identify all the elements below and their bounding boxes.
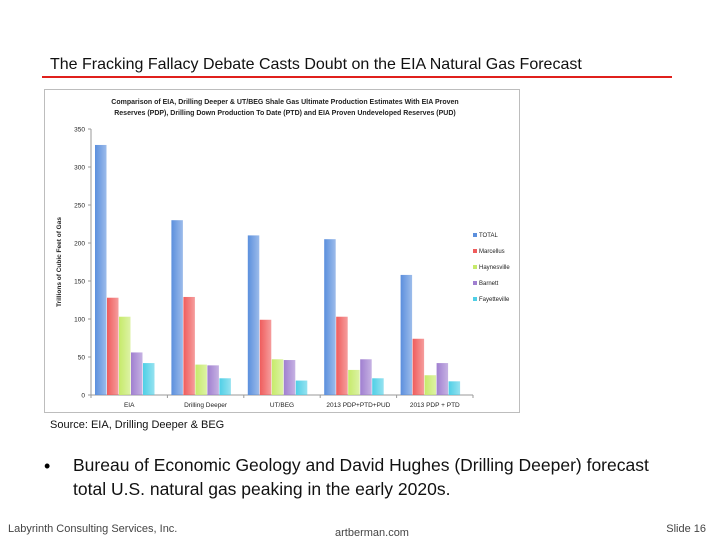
legend-label-marcellus: Marcellus <box>479 249 505 255</box>
bar-haynesville-3 <box>348 369 360 395</box>
legend-label-fayetteville: Fayetteville <box>479 297 510 303</box>
chart-panel: Comparison of EIA, Drilling Deeper & UT/… <box>44 89 520 413</box>
chart-title-line1: Comparison of EIA, Drilling Deeper & UT/… <box>111 99 458 106</box>
legend-label-barnett: Barnett <box>479 281 499 287</box>
bar-total-3 <box>324 239 336 395</box>
bar-marcellus-4 <box>412 338 425 395</box>
y-tick-label: 200 <box>74 241 85 248</box>
legend-swatch-fayetteville <box>473 297 477 301</box>
bar-total-0 <box>95 144 107 395</box>
legend-label-haynesville: Haynesville <box>479 265 510 271</box>
bar-fayetteville-2 <box>295 380 308 395</box>
bar-fayetteville-0 <box>143 363 155 395</box>
slide-title: The Fracking Fallacy Debate Casts Doubt … <box>50 56 582 73</box>
bar-haynesville-2 <box>271 359 284 395</box>
bar-haynesville-1 <box>195 364 207 395</box>
y-tick-label: 100 <box>74 317 85 324</box>
y-tick-label: 50 <box>78 355 86 362</box>
bar-total-1 <box>171 220 183 395</box>
bar-barnett-4 <box>436 363 449 395</box>
y-axis-label: Trillions of Cubic Feet of Gas <box>56 217 63 307</box>
legend-swatch-total <box>473 233 477 237</box>
chart-source: Source: EIA, Drilling Deeper & BEG <box>50 419 225 431</box>
y-tick-label: 250 <box>74 203 85 210</box>
x-tick-label: EIA <box>124 402 135 409</box>
bar-haynesville-0 <box>119 316 131 395</box>
footer-website: artberman.com <box>335 527 409 539</box>
legend-swatch-barnett <box>473 281 477 285</box>
bar-marcellus-3 <box>336 316 348 395</box>
bar-barnett-1 <box>207 365 219 395</box>
y-tick-label: 150 <box>74 279 85 286</box>
y-tick-label: 300 <box>74 165 85 172</box>
bar-barnett-0 <box>131 352 143 395</box>
slide-number: Slide 16 <box>666 523 706 535</box>
bar-fayetteville-1 <box>219 378 231 395</box>
x-tick-label: UT/BEG <box>270 402 294 409</box>
bar-marcellus-2 <box>259 319 272 395</box>
chart-title-line2: Reserves (PDP), Drilling Down Production… <box>114 110 456 117</box>
x-tick-label: 2013 PDP+PTD+PUD <box>326 402 390 409</box>
y-tick-label: 0 <box>81 393 85 400</box>
bar-chart: Comparison of EIA, Drilling Deeper & UT/… <box>56 99 510 409</box>
bullet-marker: • <box>44 456 51 476</box>
legend-swatch-marcellus <box>473 249 477 253</box>
bar-barnett-3 <box>360 359 372 395</box>
y-tick-label: 350 <box>74 127 85 134</box>
bar-total-2 <box>247 235 260 395</box>
x-tick-label: Drilling Deeper <box>184 402 228 409</box>
footer-company: Labyrinth Consulting Services, Inc. <box>8 523 178 535</box>
bar-total-4 <box>400 274 413 395</box>
title-divider <box>42 76 672 78</box>
legend-label-total: TOTAL <box>479 233 498 239</box>
bar-haynesville-4 <box>424 375 437 395</box>
bar-marcellus-0 <box>107 297 119 395</box>
legend-swatch-haynesville <box>473 265 477 269</box>
bar-fayetteville-3 <box>372 378 384 395</box>
bar-marcellus-1 <box>183 296 195 395</box>
bar-barnett-2 <box>283 360 296 395</box>
x-tick-label: 2013 PDP + PTD <box>410 402 460 409</box>
bar-fayetteville-4 <box>448 381 461 395</box>
bullet-text: Bureau of Economic Geology and David Hug… <box>73 455 649 499</box>
